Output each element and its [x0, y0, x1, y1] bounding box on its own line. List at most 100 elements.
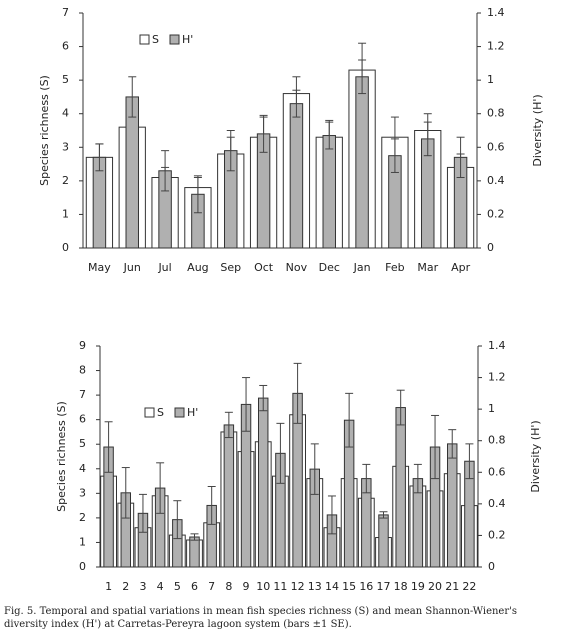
- legend-swatch: [169, 34, 180, 45]
- x-tick-label: 8: [225, 580, 232, 593]
- y-tick-label: 0: [79, 560, 86, 573]
- x-tick-label: 15: [342, 580, 356, 593]
- y-tick-label: 5: [62, 73, 69, 86]
- y-tick-label: 0: [62, 241, 69, 254]
- y-tick-label: 3: [62, 140, 69, 153]
- error-bar: [259, 384, 268, 412]
- bar: [355, 76, 369, 249]
- y2-axis-title: Diversity (H'): [529, 420, 542, 492]
- error-bar: [465, 443, 474, 480]
- bar: [289, 103, 304, 249]
- x-tick-label: 3: [139, 580, 146, 593]
- y2-tick-label: 0.8: [488, 434, 506, 447]
- x-tick-label: 21: [445, 580, 459, 593]
- x-tick-label: 4: [157, 580, 164, 593]
- error-bar: [226, 130, 235, 172]
- error-bar: [456, 136, 465, 178]
- y-axis-title: Species richness (S): [38, 75, 51, 186]
- x-tick-label: Aug: [187, 261, 208, 274]
- error-bar: [396, 389, 405, 426]
- x-tick-label: Oct: [254, 261, 274, 274]
- legend-swatch: [139, 34, 150, 45]
- x-tick-label: Feb: [385, 261, 404, 274]
- error-bar: [193, 175, 202, 214]
- y-tick-label: 7: [62, 6, 69, 19]
- y2-tick-label: 0.6: [487, 140, 505, 153]
- x-tick-label: 13: [308, 580, 322, 593]
- x-tick-label: 14: [325, 580, 339, 593]
- y2-tick-label: 1.2: [488, 371, 506, 384]
- y-tick-label: 5: [79, 437, 86, 450]
- y2-tick-label: 0.2: [488, 528, 506, 541]
- error-bar: [207, 485, 216, 525]
- y-tick-label: 6: [79, 413, 86, 426]
- bar: [322, 135, 336, 249]
- y-axis-title: Species richness (S): [55, 401, 68, 512]
- y-tick-label: 1: [79, 535, 86, 548]
- y2-tick-label: 0: [487, 241, 494, 254]
- x-tick-label: 16: [359, 580, 373, 593]
- x-tick-label: 6: [191, 580, 198, 593]
- y-tick-label: 2: [79, 511, 86, 524]
- y-tick-label: 2: [62, 174, 69, 187]
- x-tick-label: 11: [273, 580, 287, 593]
- y2-tick-label: 0.4: [488, 497, 506, 510]
- bar: [125, 96, 139, 249]
- x-tick-label: May: [88, 261, 111, 274]
- error-bar: [156, 462, 165, 514]
- error-bar: [390, 138, 399, 173]
- x-tick-label: Apr: [451, 261, 471, 274]
- error-bar: [431, 414, 440, 480]
- error-bar: [224, 411, 233, 439]
- bar: [447, 443, 458, 568]
- x-tick-label: 19: [411, 580, 425, 593]
- error-bar: [292, 89, 301, 118]
- error-bar: [362, 463, 371, 494]
- legend-swatch: [144, 407, 155, 418]
- y-tick-label: 9: [79, 339, 86, 352]
- error-bar: [242, 377, 251, 432]
- x-tick-label: Mar: [417, 261, 438, 274]
- y2-tick-label: 0.4: [487, 174, 505, 187]
- error-bar: [190, 533, 199, 541]
- error-bar: [173, 500, 182, 540]
- x-tick-label: 1: [105, 580, 112, 593]
- error-bar: [276, 422, 285, 484]
- error-bar: [327, 495, 336, 535]
- error-bar: [358, 59, 367, 95]
- bar: [395, 407, 406, 568]
- y2-tick-label: 1: [487, 73, 494, 86]
- y2-tick-label: 1.4: [487, 6, 505, 19]
- error-bar: [259, 114, 268, 153]
- x-tick-label: 20: [428, 580, 442, 593]
- error-bar: [413, 463, 422, 494]
- x-tick-label: 22: [462, 580, 476, 593]
- error-bar: [423, 121, 432, 157]
- x-tick-label: Dec: [319, 261, 340, 274]
- y-tick-label: 3: [79, 486, 86, 499]
- error-bar: [310, 443, 319, 495]
- y2-tick-label: 1.2: [487, 40, 505, 53]
- x-tick-label: 10: [256, 580, 270, 593]
- y-tick-label: 1: [62, 207, 69, 220]
- legend-label: H': [187, 406, 198, 419]
- x-tick-label: Jan: [353, 261, 371, 274]
- y2-tick-label: 0.2: [487, 207, 505, 220]
- error-bar: [95, 143, 104, 172]
- x-tick-label: Nov: [286, 261, 308, 274]
- y-tick-label: 7: [79, 388, 86, 401]
- error-bar: [121, 467, 130, 519]
- x-tick-label: 5: [174, 580, 181, 593]
- y2-tick-label: 1.4: [488, 339, 506, 352]
- y2-tick-label: 0.6: [488, 465, 506, 478]
- x-tick-label: Jul: [157, 261, 171, 274]
- legend-label: S: [157, 406, 164, 419]
- legend-label: S: [152, 33, 159, 46]
- bar: [258, 397, 269, 568]
- bar: [223, 424, 235, 568]
- x-tick-label: 12: [291, 580, 305, 593]
- legend-swatch: [174, 407, 185, 418]
- error-bar: [345, 392, 354, 448]
- error-bar: [161, 150, 170, 192]
